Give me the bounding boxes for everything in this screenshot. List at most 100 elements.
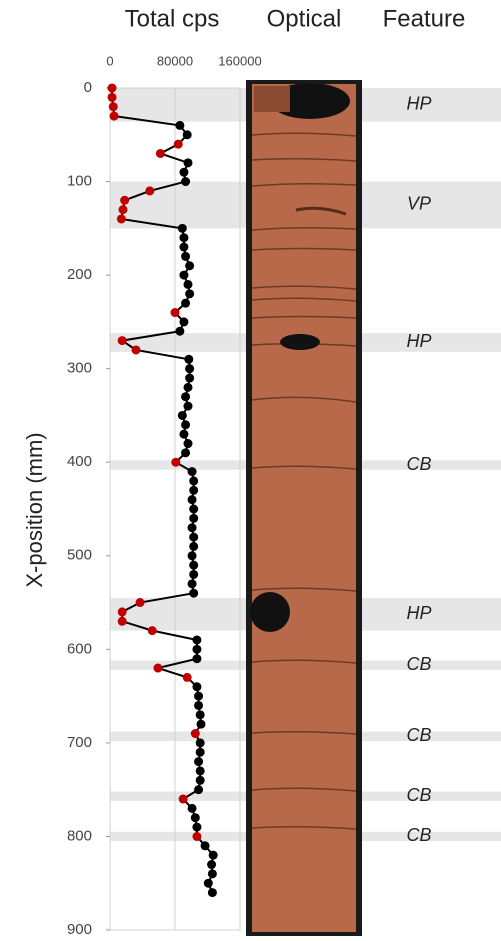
data-point [192, 654, 201, 663]
data-point [183, 130, 192, 139]
data-point [181, 252, 190, 261]
column-title: Feature [383, 5, 466, 32]
data-point [185, 364, 194, 373]
y-tick-label: 300 [67, 360, 92, 377]
data-point [189, 589, 198, 598]
data-point [132, 345, 141, 354]
x-tick-label: 80000 [157, 53, 193, 68]
data-point [189, 570, 198, 579]
data-point [196, 748, 205, 757]
data-point [175, 327, 184, 336]
data-point [196, 710, 205, 719]
data-point [194, 757, 203, 766]
data-point [175, 121, 184, 130]
data-point [117, 214, 126, 223]
data-point [189, 476, 198, 485]
y-tick-label: 100 [67, 173, 92, 190]
column-title: Optical [267, 5, 342, 32]
data-point [185, 289, 194, 298]
data-point [108, 93, 117, 102]
data-point [171, 458, 180, 467]
data-point [194, 692, 203, 701]
data-point [189, 542, 198, 551]
data-point [194, 785, 203, 794]
data-point [192, 682, 201, 691]
data-point [208, 888, 217, 897]
data-point [179, 243, 188, 252]
feature-label: CB [406, 785, 431, 805]
data-point [145, 186, 154, 195]
data-point [194, 701, 203, 710]
data-point [118, 336, 127, 345]
data-point [191, 813, 200, 822]
data-point [136, 598, 145, 607]
data-point [181, 299, 190, 308]
data-point [196, 776, 205, 785]
data-point [189, 533, 198, 542]
data-point [109, 102, 118, 111]
column-title: Total cps [125, 5, 220, 32]
data-point [192, 832, 201, 841]
data-point [119, 205, 128, 214]
data-point [156, 149, 165, 158]
data-point [174, 140, 183, 149]
data-point [179, 795, 188, 804]
data-point [201, 841, 210, 850]
data-point [178, 411, 187, 420]
data-point [189, 514, 198, 523]
data-point [188, 579, 197, 588]
data-point [118, 617, 127, 626]
data-point [188, 523, 197, 532]
data-point [171, 308, 180, 317]
data-point [188, 495, 197, 504]
data-point [204, 879, 213, 888]
data-point [179, 233, 188, 242]
chart: HPVPHPCBHPCBCBCBCB0800001600000100200300… [0, 0, 501, 941]
data-point [207, 860, 216, 869]
data-point [192, 823, 201, 832]
data-point [179, 168, 188, 177]
data-point [181, 448, 190, 457]
feature-label: HP [406, 331, 431, 351]
data-point [188, 551, 197, 560]
data-point [120, 196, 129, 205]
data-point [184, 383, 193, 392]
y-axis-label: X-position (mm) [22, 432, 47, 587]
data-point [209, 851, 218, 860]
data-point [184, 439, 193, 448]
optical-core-image [246, 80, 362, 936]
data-point [118, 607, 127, 616]
data-point [191, 729, 200, 738]
y-tick-label: 500 [67, 547, 92, 564]
data-point [153, 664, 162, 673]
data-point [179, 317, 188, 326]
data-point [108, 84, 117, 93]
data-point [179, 430, 188, 439]
data-point [148, 626, 157, 635]
y-tick-label: 900 [67, 921, 92, 938]
data-point [189, 561, 198, 570]
y-tick-label: 600 [67, 640, 92, 657]
data-point [192, 645, 201, 654]
y-tick-label: 0 [84, 79, 92, 96]
data-point [185, 261, 194, 270]
y-tick-label: 200 [67, 266, 92, 283]
data-point [184, 355, 193, 364]
data-point [184, 402, 193, 411]
y-tick-label: 700 [67, 734, 92, 751]
feature-label: CB [406, 654, 431, 674]
data-point [188, 467, 197, 476]
data-point [196, 738, 205, 747]
data-point [179, 271, 188, 280]
data-point [208, 869, 217, 878]
data-point [181, 420, 190, 429]
y-tick-label: 800 [67, 827, 92, 844]
data-point [181, 392, 190, 401]
data-point [185, 374, 194, 383]
data-point [184, 158, 193, 167]
feature-label: CB [406, 825, 431, 845]
data-point [178, 224, 187, 233]
x-tick-label: 160000 [218, 53, 261, 68]
data-point [181, 177, 190, 186]
data-point [189, 486, 198, 495]
